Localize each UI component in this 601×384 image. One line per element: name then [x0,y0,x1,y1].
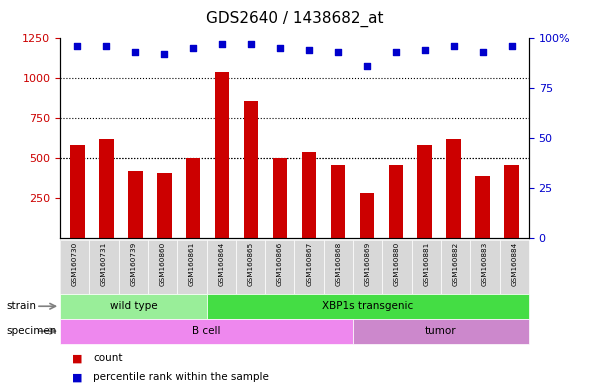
Text: XBP1s transgenic: XBP1s transgenic [322,301,413,311]
Text: GSM160881: GSM160881 [423,242,429,286]
Point [159,51,169,58]
Text: count: count [93,353,123,363]
Text: GSM160883: GSM160883 [482,242,488,286]
Point [362,63,371,70]
Point [275,45,285,51]
Bar [215,72,230,238]
Text: wild type: wild type [109,301,157,311]
Text: strain: strain [6,301,36,311]
Text: tumor: tumor [425,326,457,336]
Point [304,47,314,53]
Bar [388,165,403,238]
Text: GSM160860: GSM160860 [160,242,166,286]
Text: GSM160865: GSM160865 [248,242,254,286]
Bar [70,146,85,238]
Text: GSM160861: GSM160861 [189,242,195,286]
Bar [504,165,519,238]
Bar [475,176,490,238]
Text: GSM160884: GSM160884 [511,242,517,286]
Point [246,41,256,48]
Text: GSM160864: GSM160864 [218,242,224,286]
Point [507,43,516,50]
Text: GSM160882: GSM160882 [453,242,459,286]
Point [102,43,111,50]
Point [449,43,459,50]
Bar [99,139,114,238]
Bar [447,139,461,238]
Point [420,47,430,53]
Text: ■: ■ [72,353,82,363]
Text: GSM160730: GSM160730 [72,242,78,286]
Bar [331,165,345,238]
Text: GSM160867: GSM160867 [306,242,312,286]
Point [391,49,401,55]
Text: GSM160869: GSM160869 [365,242,371,286]
Text: GSM160880: GSM160880 [394,242,400,286]
Point [478,49,487,55]
Bar [302,152,316,238]
Text: GSM160868: GSM160868 [335,242,341,286]
Text: GSM160731: GSM160731 [101,242,107,286]
Bar [186,158,201,238]
Point [73,43,82,50]
Point [130,49,140,55]
Point [188,45,198,51]
Bar [128,171,142,238]
Bar [273,158,287,238]
Point [333,49,343,55]
Text: GDS2640 / 1438682_at: GDS2640 / 1438682_at [206,11,383,27]
Text: GSM160739: GSM160739 [130,242,136,286]
Text: specimen: specimen [6,326,56,336]
Bar [244,101,258,238]
Bar [359,192,374,238]
Text: percentile rank within the sample: percentile rank within the sample [93,372,269,382]
Text: ■: ■ [72,372,82,382]
Bar [418,146,432,238]
Point [218,41,227,48]
Text: GSM160866: GSM160866 [277,242,283,286]
Bar [157,174,171,238]
Text: B cell: B cell [192,326,221,336]
